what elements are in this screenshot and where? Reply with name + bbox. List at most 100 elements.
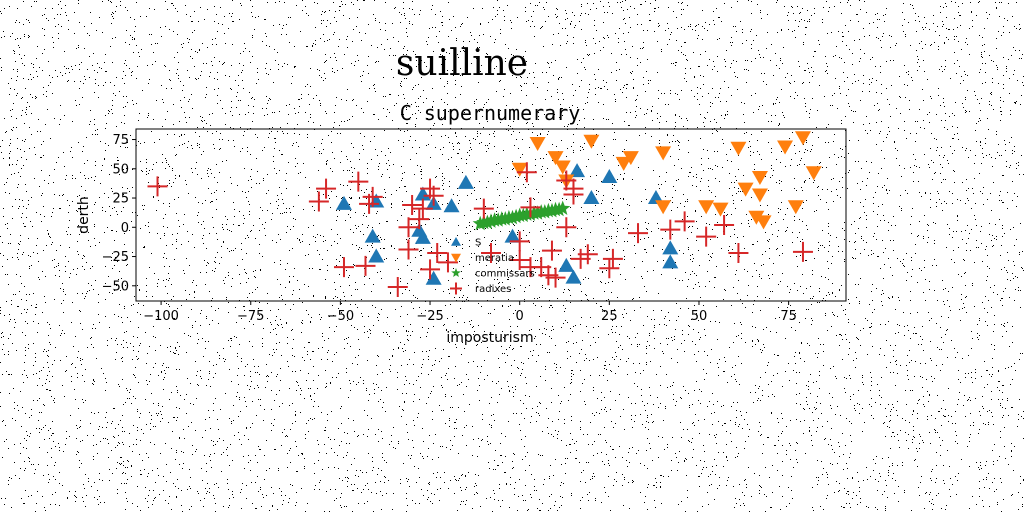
data-point xyxy=(577,244,598,265)
data-point xyxy=(755,215,772,230)
data-point xyxy=(714,214,735,235)
data-point xyxy=(728,243,749,264)
data-point xyxy=(364,228,381,243)
data-point xyxy=(147,176,168,197)
series-radixes xyxy=(147,162,813,297)
data-point xyxy=(368,193,385,208)
data-point xyxy=(511,162,528,177)
data-point xyxy=(602,248,623,269)
chart-title: C supernumerary xyxy=(400,101,581,125)
y-tick-label: −25 xyxy=(102,250,129,265)
data-point xyxy=(583,134,600,149)
y-tick-label: −50 xyxy=(102,279,129,294)
y-tick-label: 50 xyxy=(112,162,129,177)
data-point xyxy=(420,259,441,280)
data-point xyxy=(569,163,586,178)
data-point xyxy=(655,146,672,161)
data-point xyxy=(787,200,804,215)
data-point xyxy=(333,257,354,278)
x-axis-label: imposturism xyxy=(446,330,533,346)
x-tick-label: 50 xyxy=(691,309,708,324)
data-point xyxy=(541,240,562,261)
axis-ticks: −100 −75 −50 −25 0 25 50 75 −50 −25 0 25 50 75 xyxy=(102,133,797,324)
data-point xyxy=(698,200,715,215)
data-point xyxy=(414,229,431,244)
data-point xyxy=(556,217,577,238)
data-point xyxy=(655,200,672,215)
data-point xyxy=(414,186,431,201)
data-point xyxy=(368,248,385,263)
data-point xyxy=(674,211,695,232)
series-S xyxy=(335,163,679,285)
data-point xyxy=(794,131,811,146)
data-point xyxy=(520,197,541,218)
data-point xyxy=(660,219,681,240)
legend-marker xyxy=(451,253,461,263)
data-point xyxy=(481,243,501,264)
data-point xyxy=(509,250,530,271)
data-point xyxy=(748,210,765,225)
data-point xyxy=(425,270,442,285)
data-point xyxy=(398,239,419,260)
legend-label: radixes xyxy=(475,284,511,295)
data-point xyxy=(555,200,571,215)
legend-label: commissars xyxy=(475,269,535,280)
data-point xyxy=(565,269,582,284)
data-point xyxy=(558,257,575,272)
data-point xyxy=(583,190,600,205)
legend-label: meratia xyxy=(475,253,514,264)
data-point xyxy=(412,198,433,219)
legend-marker xyxy=(451,237,461,246)
data-point xyxy=(712,202,729,217)
data-point xyxy=(696,226,717,247)
data-point xyxy=(751,170,768,185)
data-point xyxy=(516,162,537,183)
y-axis-label: derth xyxy=(76,196,92,234)
data-point xyxy=(622,151,639,166)
data-point xyxy=(316,178,337,199)
data-point xyxy=(362,186,383,207)
legend-marker xyxy=(450,282,462,295)
data-point xyxy=(504,228,521,243)
data-point xyxy=(628,223,649,244)
data-point xyxy=(427,243,448,264)
data-point xyxy=(423,185,444,206)
data-point xyxy=(409,209,430,230)
data-point xyxy=(443,198,460,213)
data-point xyxy=(387,276,408,297)
x-tick-label: −75 xyxy=(237,309,264,324)
y-tick-label: 25 xyxy=(112,192,129,207)
data-point xyxy=(529,137,546,152)
data-point xyxy=(599,258,620,279)
data-point xyxy=(355,255,376,276)
y-tick-label: 75 xyxy=(112,133,129,148)
data-point xyxy=(662,240,679,255)
data-point xyxy=(547,151,564,166)
data-point xyxy=(437,252,458,273)
x-tick-label: −50 xyxy=(327,309,354,324)
data-point xyxy=(601,168,618,183)
data-point xyxy=(662,254,679,269)
data-point xyxy=(792,241,813,262)
data-point xyxy=(730,141,747,156)
x-tick-label: −100 xyxy=(143,309,179,324)
series-meratia xyxy=(511,131,822,230)
data-marks xyxy=(147,131,822,297)
data-point xyxy=(563,184,584,205)
data-point xyxy=(398,217,419,238)
data-point xyxy=(348,171,369,192)
data-point xyxy=(473,198,494,219)
data-point xyxy=(545,267,566,288)
data-point xyxy=(777,140,794,155)
data-point xyxy=(335,195,352,210)
x-tick-label: 75 xyxy=(780,309,797,324)
x-tick-label: −25 xyxy=(416,309,443,324)
legend-label: S xyxy=(475,238,481,249)
data-point xyxy=(615,156,632,171)
plot-area xyxy=(135,128,847,302)
series-commissars xyxy=(472,200,571,231)
data-point xyxy=(402,195,423,216)
